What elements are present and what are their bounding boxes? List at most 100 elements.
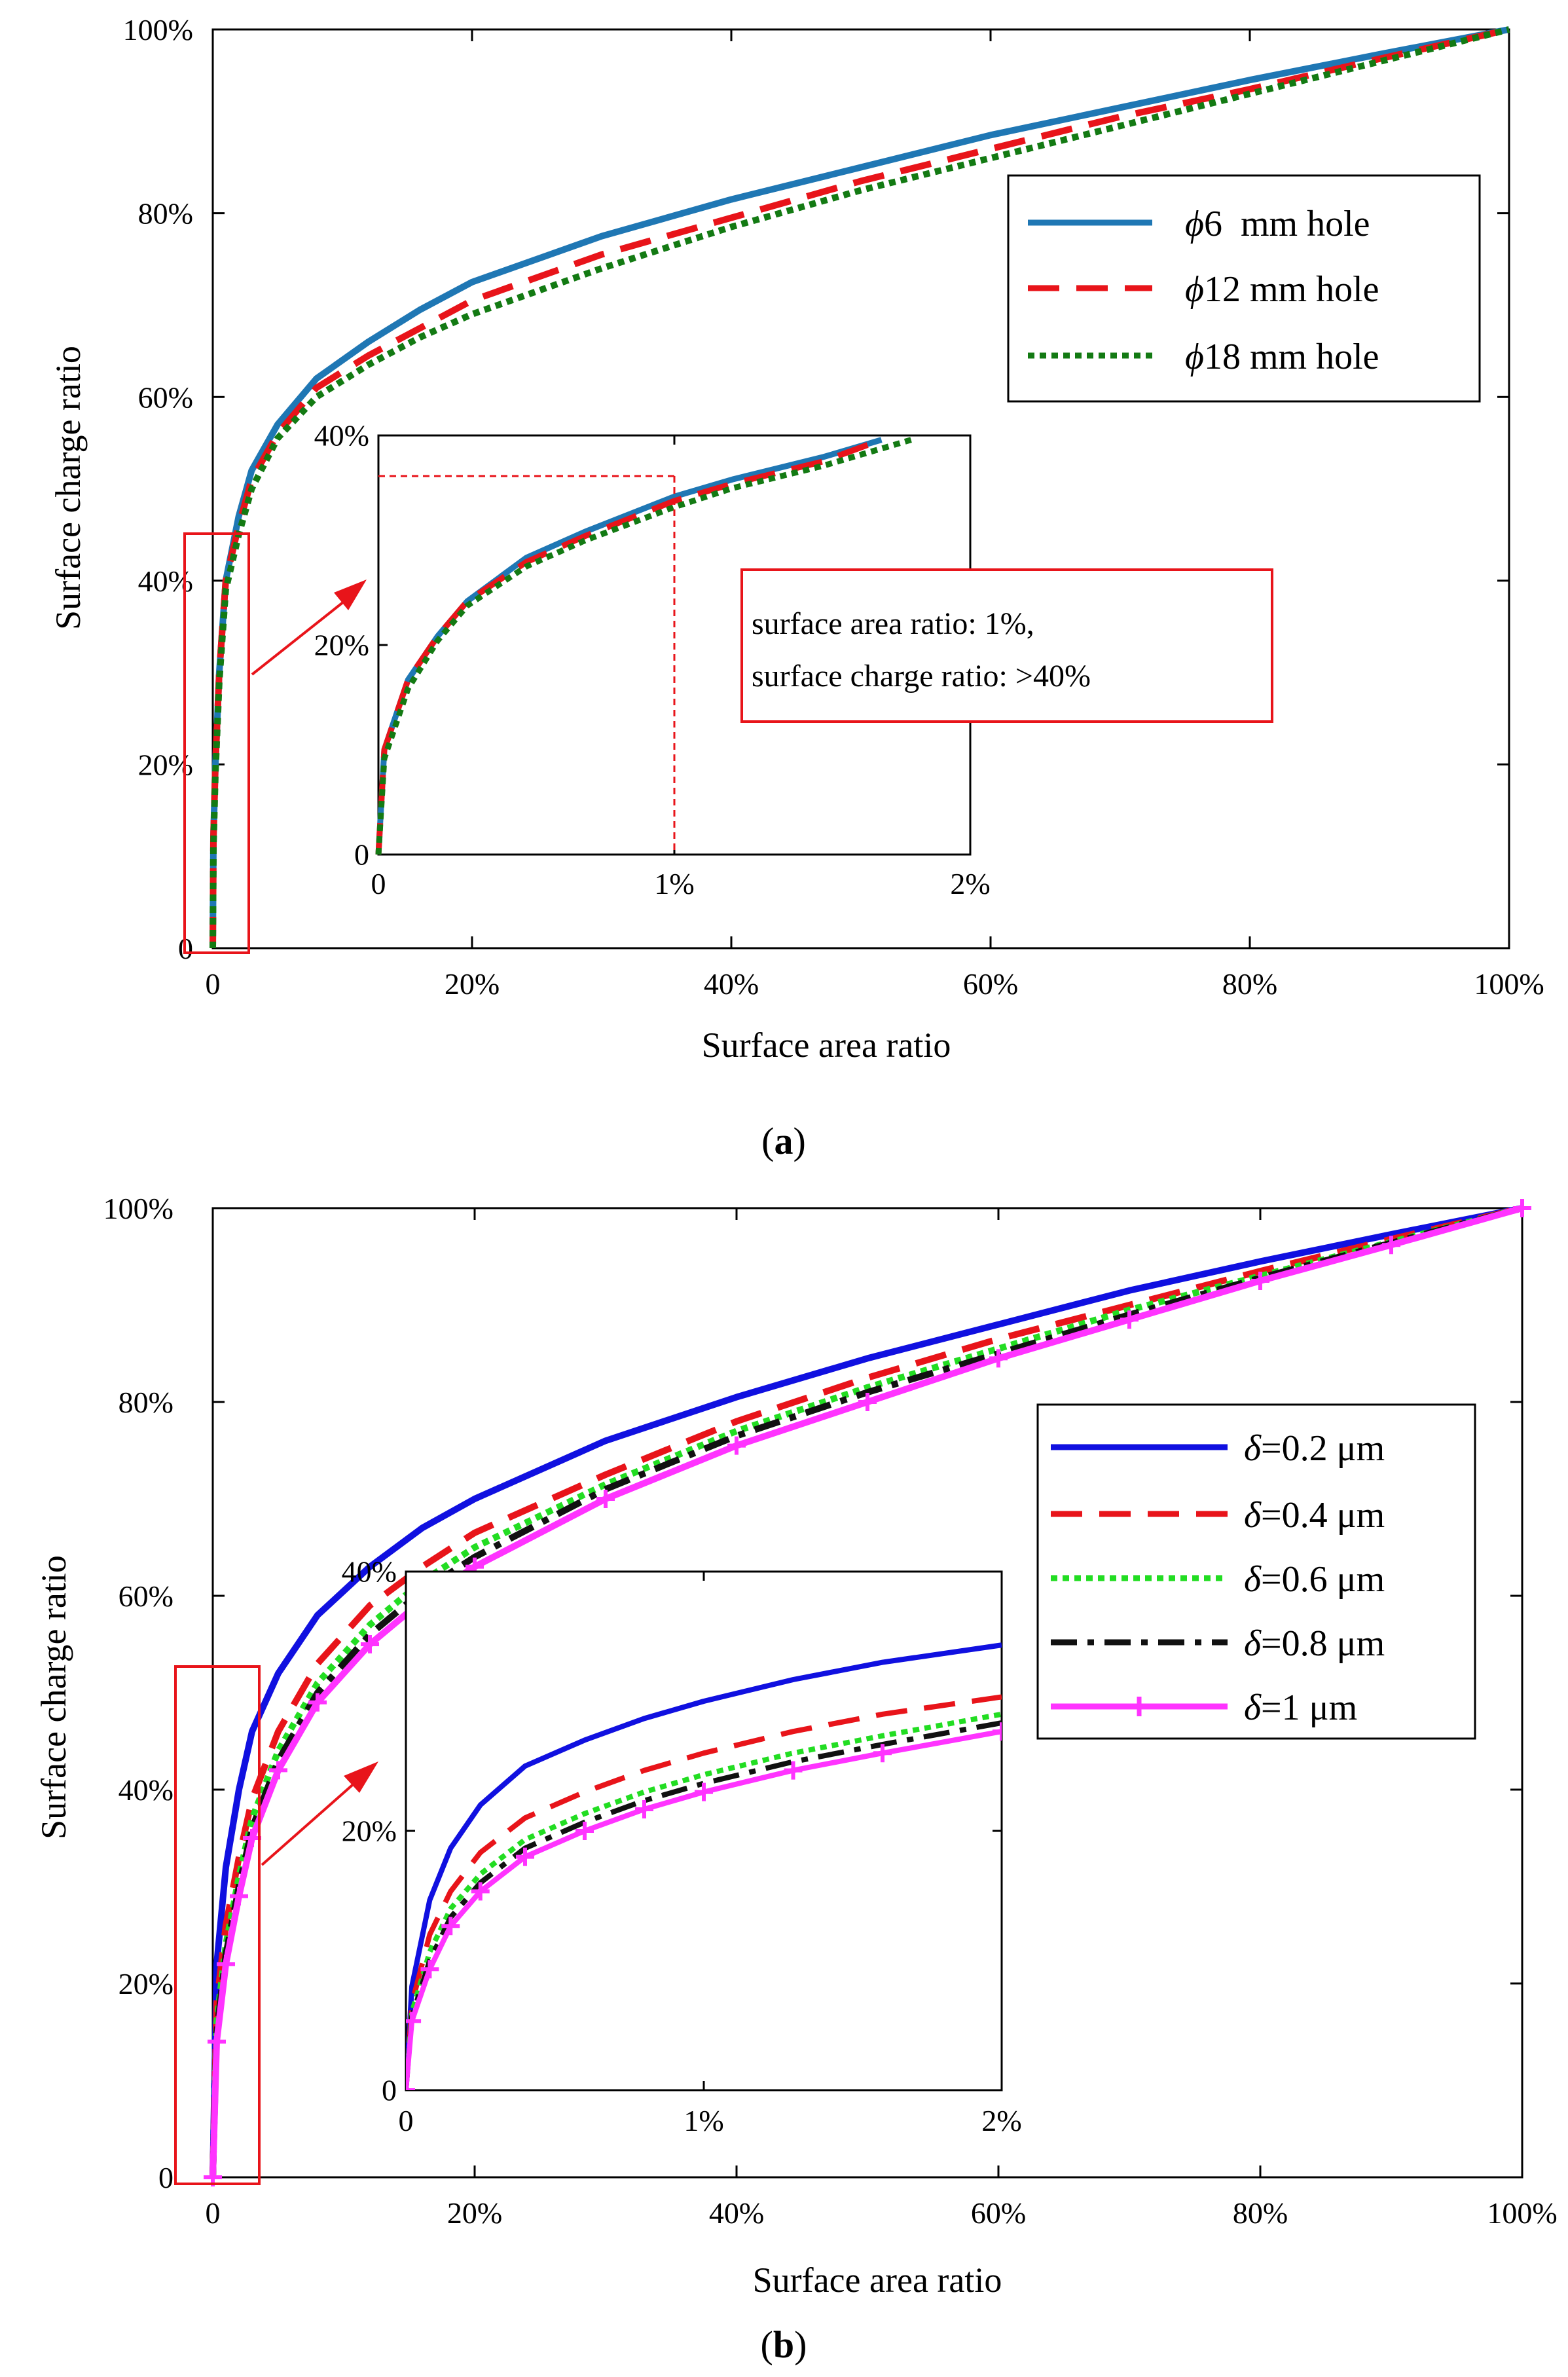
curve-b-2 xyxy=(210,1205,1523,2178)
y-axis-label-a: Surface charge ratio xyxy=(48,346,88,630)
inset-ticks-a: 0 1% 2% 0 20% 40% xyxy=(314,418,991,900)
inset-b-ytick-label: 20% xyxy=(342,1814,397,1847)
inset-a-ytick-label: 40% xyxy=(314,418,369,452)
curve-b-4-marker xyxy=(208,2032,226,2051)
annotation-line-2: surface charge ratio: >40% xyxy=(752,659,1091,693)
legend-b: δ=0.2 μm δ=0.4 μm δ=0.6 μm δ=0.8 μm δ=1 … xyxy=(1036,1403,1476,1740)
chart-panel-b: 0 20% 40% 60% 80% 100% 0 20% 40% 60% 80% 100% Surfa… xyxy=(34,1192,1558,2366)
annotation-line-1: surface area ratio: 1%, xyxy=(752,606,1034,641)
b-ytick-label: 40% xyxy=(119,1773,173,1807)
b-xtick-label: 0 xyxy=(206,2196,221,2230)
b-ytick-label: 80% xyxy=(119,1386,173,1419)
legend-label-d04: δ=0.4 μm xyxy=(1244,1495,1385,1536)
inset-b: 0 1% 2% 0 20% 40% xyxy=(342,1555,1022,2137)
inset-b-xtick-label: 2% xyxy=(981,2104,1021,2137)
inset-b-ytick-label: 40% xyxy=(342,1555,397,1588)
chart-panel-a: 0 20% 40% 60% 80% 100% 0 20% 40% 60% 80% 100% Surfa… xyxy=(48,13,1544,1162)
curve-b-4-marker xyxy=(230,1887,248,1906)
zoom-arrow-line-b xyxy=(261,1780,358,1866)
legend-label-phi18: ϕ18 mm hole xyxy=(1185,337,1379,377)
legend-label-d1: δ=1 μm xyxy=(1244,1687,1357,1728)
zoom-region-box-b xyxy=(174,1665,261,2185)
annotation-box-a: surface area ratio: 1%, surface charge r… xyxy=(740,568,1273,723)
legend-label-d06: δ=0.6 μm xyxy=(1244,1559,1385,1600)
inset-a-xtick-label: 1% xyxy=(654,867,694,900)
annotation-frame xyxy=(740,568,1273,723)
inset-curves-a xyxy=(375,437,912,855)
panel-label-b: (b) xyxy=(761,2323,807,2366)
inset-curve-b-4-marker xyxy=(635,1800,653,1818)
inset-curve-b-4-marker xyxy=(784,1761,803,1780)
b-xtick-label: 100% xyxy=(1487,2196,1557,2230)
b-xtick-label: 20% xyxy=(447,2196,502,2230)
curve-b-4-marker xyxy=(596,1490,615,1508)
inset-curve-b-4-marker xyxy=(516,1847,534,1866)
curve-a-1 xyxy=(210,26,1510,949)
inset-curve-b-4-marker xyxy=(575,1822,594,1840)
plot-frame-b xyxy=(211,1207,1523,2179)
curve-b-4-marker xyxy=(1251,1272,1269,1290)
curve-b-4-marker xyxy=(1382,1236,1400,1255)
inset-curve-b-4-marker xyxy=(441,1917,460,1936)
x-axis-label-b: Surface area ratio xyxy=(753,2260,1002,2300)
x-axis-label-a: Surface area ratio xyxy=(702,1025,951,1065)
panel-label-a: (a) xyxy=(761,1120,806,1162)
curve-b-4-marker xyxy=(217,1955,235,1974)
inset-a-xtick-label: 2% xyxy=(950,867,990,900)
b-ytick-label: 100% xyxy=(103,1192,173,1225)
legend-label-phi12: ϕ12 mm hole xyxy=(1185,269,1379,310)
a-xtick-label: 60% xyxy=(963,967,1018,1001)
inset-b-xtick-label: 0 xyxy=(399,2104,414,2137)
a-xtick-label: 40% xyxy=(704,967,759,1001)
curve-b-0 xyxy=(210,1205,1523,2178)
a-xtick-label: 0 xyxy=(206,967,221,1001)
curve-b-4-marker xyxy=(989,1349,1008,1368)
inset-curve-b-4-marker xyxy=(993,1722,1002,1741)
inset-b-ytick-label: 0 xyxy=(382,2073,397,2107)
a-ytick-label: 60% xyxy=(138,380,193,414)
legend-label-phi6: ϕ6 mm hole xyxy=(1185,204,1370,244)
inset-a-ytick-label: 0 xyxy=(354,838,369,871)
y-axis-label-b: Surface charge ratio xyxy=(34,1555,73,1839)
inset-curves-b xyxy=(406,1642,1002,2090)
inset-a-ytick-label: 20% xyxy=(314,628,369,661)
b-ytick-label: 60% xyxy=(119,1579,173,1613)
inset-curve-b-4-marker xyxy=(695,1782,713,1801)
curve-b-4-marker xyxy=(269,1761,287,1780)
curve-b-1 xyxy=(210,1205,1523,2178)
a-ytick-label: 100% xyxy=(123,13,193,46)
b-ytick-label: 0 xyxy=(158,2161,173,2194)
zoom-arrow-head-b xyxy=(344,1761,378,1793)
curve-b-4-marker xyxy=(308,1693,327,1712)
curve-b-4-marker xyxy=(1120,1310,1139,1329)
inset-ticks-b: 0 1% 2% 0 20% 40% xyxy=(342,1555,1022,2137)
b-xtick-label: 40% xyxy=(709,2196,764,2230)
a-xtick-label: 100% xyxy=(1474,967,1544,1001)
inset-curve-b-4-marker xyxy=(873,1744,892,1763)
inset-a-xtick-label: 0 xyxy=(371,867,386,900)
legend-box-b xyxy=(1036,1403,1476,1740)
a-xtick-label: 20% xyxy=(445,967,500,1001)
a-ytick-label: 80% xyxy=(138,197,193,230)
curve-b-4-marker xyxy=(361,1635,379,1653)
plot-frame-a xyxy=(211,28,1510,949)
inset-curve-b-4 xyxy=(406,1729,1002,2090)
legend-label-d02: δ=0.2 μm xyxy=(1244,1428,1385,1469)
inset-curve-b-4-marker xyxy=(406,2012,422,2031)
inset-b-xtick-label: 1% xyxy=(684,2104,723,2137)
zoom-arrow-head-a xyxy=(334,580,367,610)
inset-curve-b-4-marker xyxy=(420,1960,439,1979)
legend-a: ϕ6 mm hole ϕ12 mm hole ϕ18 mm hole xyxy=(1007,174,1481,403)
inset-curve-b-4-marker xyxy=(471,1882,490,1901)
axis-ticks-b: 0 20% 40% 60% 80% 100% 0 20% 40% 60% 80% 100% xyxy=(103,1192,1558,2230)
curves-a xyxy=(210,26,1510,949)
curve-b-4-marker xyxy=(727,1436,746,1455)
curve-b-4-marker xyxy=(858,1393,877,1411)
zoom-arrow-line-a xyxy=(251,598,348,676)
a-xtick-label: 80% xyxy=(1222,967,1277,1001)
curve-b-4-marker xyxy=(1513,1199,1531,1217)
inset-b-clip xyxy=(406,1642,1002,2090)
b-xtick-label: 60% xyxy=(971,2196,1026,2230)
b-ytick-label: 20% xyxy=(119,1967,173,2000)
